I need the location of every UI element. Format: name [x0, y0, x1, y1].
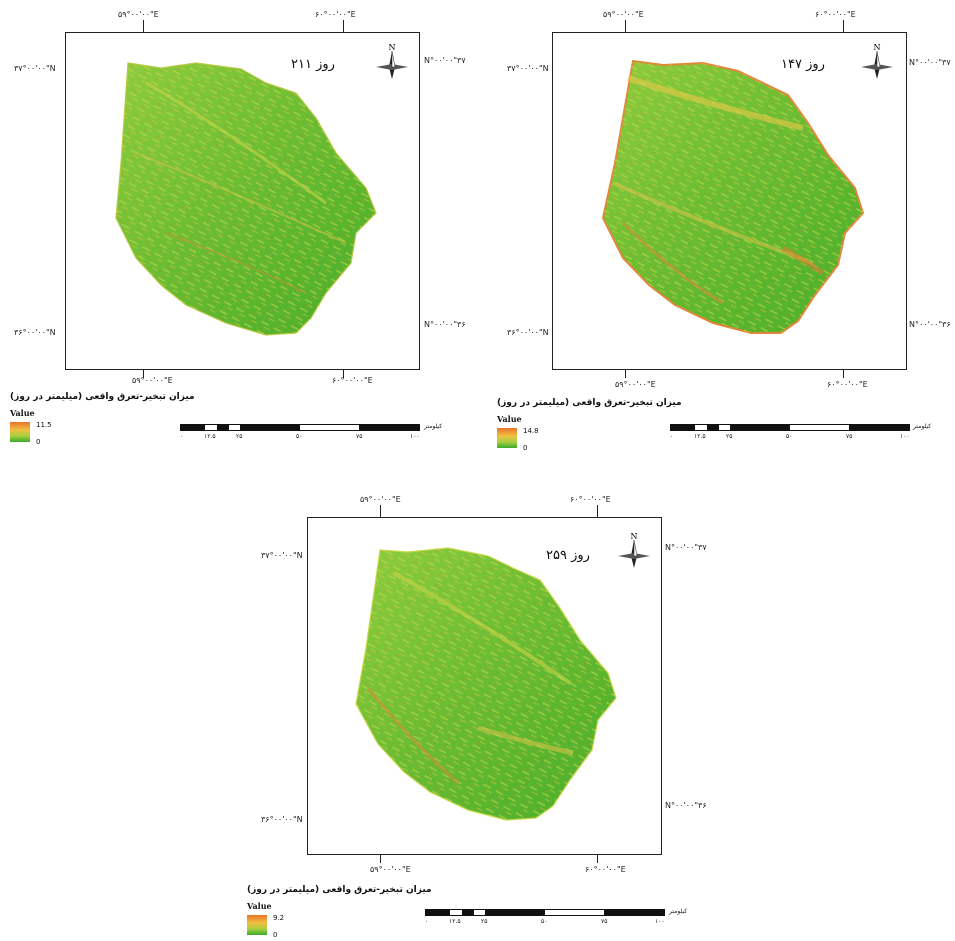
map-panel-day147: ۵۹°۰۰'۰۰"E ۶۰°۰۰'۰۰"E روز ۱۴۷ N ۳۷°۰۰'۰۰… [485, 0, 955, 460]
legend-max: 9.2 [273, 914, 285, 922]
scale-tick-3: ۵۰ [296, 433, 303, 440]
tick [343, 370, 344, 378]
scale-tick-0: ۰ [425, 918, 429, 925]
scale-tick-5: ۱۰۰ [655, 918, 665, 925]
coord-right-top: N°۰۰'۰۰"۳۷ [424, 56, 466, 65]
legend-value-label: Value [247, 901, 272, 911]
day-label: روز ۲۵۹ [546, 548, 590, 563]
legend-title: میزان تبخیر-تعرق واقعی (میلیمتر در روز) [247, 885, 432, 895]
tick [625, 20, 626, 32]
coord-right-bottom: N°۰۰'۰۰"۳۶ [424, 320, 466, 329]
scale-tick-2: ۲۵ [236, 433, 243, 440]
scale-tick-2: ۲۵ [726, 433, 733, 440]
scale-tick-0: ۰ [670, 433, 674, 440]
coord-top-left: ۵۹°۰۰'۰۰"E [603, 10, 644, 19]
north-label: N [874, 43, 881, 52]
coord-top-left: ۵۹°۰۰'۰۰"E [118, 10, 159, 19]
coord-left-top: ۳۷°۰۰'۰۰"N [507, 64, 549, 73]
scale-unit: کیلومتر [669, 908, 688, 915]
legend-max: 14.8 [523, 427, 539, 435]
legend-min: 0 [273, 931, 278, 939]
day-label: روز ۲۱۱ [291, 57, 335, 72]
scale-tick-2: ۲۵ [481, 918, 488, 925]
scale-bar [180, 424, 420, 431]
coord-left-bottom: ۳۶°۰۰'۰۰"N [14, 328, 56, 337]
legend-value-label: Value [10, 408, 35, 418]
coord-left-bottom: ۳۶°۰۰'۰۰"N [261, 815, 303, 824]
map-frame: روز ۲۵۹ N [307, 517, 662, 855]
coord-bottom-left: ۵۹°۰۰'۰۰"E [615, 380, 656, 389]
coord-right-bottom: N°۰۰'۰۰"۳۶ [665, 801, 707, 810]
scale-tick-3: ۵۰ [786, 433, 793, 440]
coord-right-top: N°۰۰'۰۰"۳۷ [909, 58, 951, 67]
scale-bar [425, 909, 665, 916]
coord-top-right: ۶۰°۰۰'۰۰"E [815, 10, 856, 19]
scale-unit: کیلومتر [913, 423, 932, 430]
coord-bottom-right: ۶۰°۰۰'۰۰"E [827, 380, 868, 389]
coord-left-top: ۳۷°۰۰'۰۰"N [261, 551, 303, 560]
north-label: N [389, 43, 396, 52]
map-panel-day211: ۵۹°۰۰'۰۰"E ۶۰°۰۰'۰۰"E روز ۲۱۱ N ۳۷°۰۰'۰۰… [0, 0, 470, 460]
coord-top-right: ۶۰°۰۰'۰۰"E [315, 10, 356, 19]
coord-bottom-left: ۵۹°۰۰'۰۰"E [132, 376, 173, 385]
scale-tick-5: ۱۰۰ [410, 433, 420, 440]
tick [343, 20, 344, 32]
coord-bottom-left: ۵۹°۰۰'۰۰"E [370, 865, 411, 874]
scale-unit: کیلومتر [424, 423, 443, 430]
north-arrow-icon: N [618, 532, 650, 568]
day-label: روز ۱۴۷ [781, 57, 825, 72]
scale-tick-5: ۱۰۰ [900, 433, 910, 440]
legend-color-ramp [497, 428, 517, 448]
legend-value-label: Value [497, 414, 522, 424]
evapotranspiration-raster [355, 547, 617, 821]
coord-right-top: N°۰۰'۰۰"۳۷ [665, 543, 707, 552]
scale-tick-3: ۵۰ [541, 918, 548, 925]
scale-tick-1: ۱۲.۵ [694, 433, 706, 440]
tick [625, 370, 626, 378]
scale-tick-1: ۱۲.۵ [449, 918, 461, 925]
tick [143, 20, 144, 32]
legend-min: 0 [36, 438, 41, 446]
map-panel-day259: ۵۹°۰۰'۰۰"E ۶۰°۰۰'۰۰"E روز ۲۵۹ N ۳۷°۰۰'۰۰… [245, 485, 715, 941]
legend-title: میزان تبخیر-تعرق واقعی (میلیمتر در روز) [10, 392, 195, 402]
coord-bottom-right: ۶۰°۰۰'۰۰"E [332, 376, 373, 385]
tick [597, 505, 598, 517]
legend-color-ramp [10, 422, 30, 442]
coord-left-bottom: ۳۶°۰۰'۰۰"N [507, 328, 549, 337]
legend-max: 11.5 [36, 421, 52, 429]
north-label: N [631, 532, 638, 541]
evapotranspiration-raster [115, 62, 377, 336]
tick [843, 370, 844, 378]
coord-top-right: ۶۰°۰۰'۰۰"E [570, 495, 611, 504]
map-frame: روز ۲۱۱ N [65, 32, 420, 370]
north-arrow-icon: N [861, 43, 893, 79]
scale-tick-4: ۷۵ [846, 433, 853, 440]
north-arrow-icon: N [376, 43, 408, 79]
map-frame: روز ۱۴۷ N [552, 32, 907, 370]
coord-top-left: ۵۹°۰۰'۰۰"E [360, 495, 401, 504]
scale-tick-4: ۷۵ [601, 918, 608, 925]
tick [597, 855, 598, 863]
tick [843, 20, 844, 32]
legend-title: میزان تبخیر-تعرق واقعی (میلیمتر در روز) [497, 398, 682, 408]
scale-bar [670, 424, 910, 431]
coord-bottom-right: ۶۰°۰۰'۰۰"E [585, 865, 626, 874]
tick [380, 505, 381, 517]
legend-color-ramp [247, 915, 267, 935]
coord-left-top: ۳۷°۰۰'۰۰"N [14, 64, 56, 73]
scale-tick-1: ۱۲.۵ [204, 433, 216, 440]
evapotranspiration-raster [601, 59, 865, 334]
legend-min: 0 [523, 444, 528, 452]
coord-right-bottom: N°۰۰'۰۰"۳۶ [909, 320, 951, 329]
tick [143, 370, 144, 378]
tick [380, 855, 381, 863]
scale-tick-0: ۰ [180, 433, 184, 440]
scale-tick-4: ۷۵ [356, 433, 363, 440]
